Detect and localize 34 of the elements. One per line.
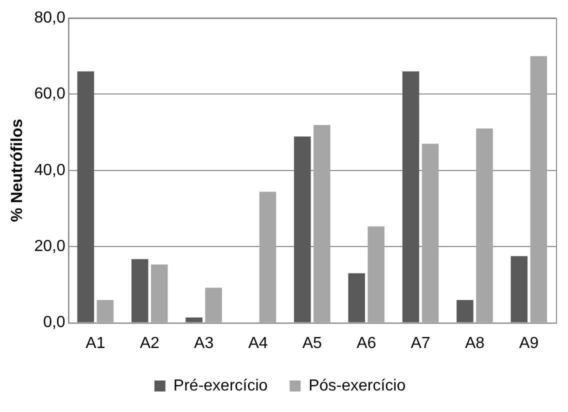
x-tick-label: A5 — [302, 334, 322, 352]
y-tick-label: 80,0 — [34, 9, 66, 26]
bar — [476, 128, 493, 322]
legend-label: Pré-exercício — [173, 377, 268, 394]
x-tick-label: A9 — [519, 334, 539, 352]
bar — [205, 288, 222, 322]
bar — [259, 192, 276, 322]
bar — [510, 256, 528, 322]
y-tick-label: 20,0 — [34, 238, 66, 256]
y-tick-label: 40,0 — [34, 162, 66, 179]
x-tick-label: A7 — [410, 334, 430, 352]
y-tick-label: 60,0 — [34, 86, 66, 103]
bar — [96, 300, 114, 322]
bar — [368, 226, 384, 322]
bar — [150, 264, 168, 322]
bar — [294, 136, 311, 322]
bar — [530, 56, 548, 322]
bar — [77, 71, 94, 322]
x-tick-label: A6 — [356, 334, 376, 352]
bar — [348, 273, 365, 322]
legend-label: Pós-exercício — [308, 377, 406, 394]
bar — [186, 317, 202, 322]
x-tick-label: A2 — [140, 334, 160, 352]
x-tick-label: A1 — [86, 334, 106, 352]
y-tick-label: 0,0 — [43, 314, 66, 332]
bar — [422, 144, 439, 322]
x-tick-label: A8 — [464, 334, 485, 352]
x-tick-label: A3 — [194, 334, 214, 352]
bar — [456, 300, 474, 322]
bar — [314, 125, 330, 322]
bar — [402, 71, 420, 322]
x-tick-label: A4 — [248, 334, 268, 352]
y-axis-title: % Neutrófilos — [9, 118, 26, 222]
bar — [131, 259, 148, 322]
